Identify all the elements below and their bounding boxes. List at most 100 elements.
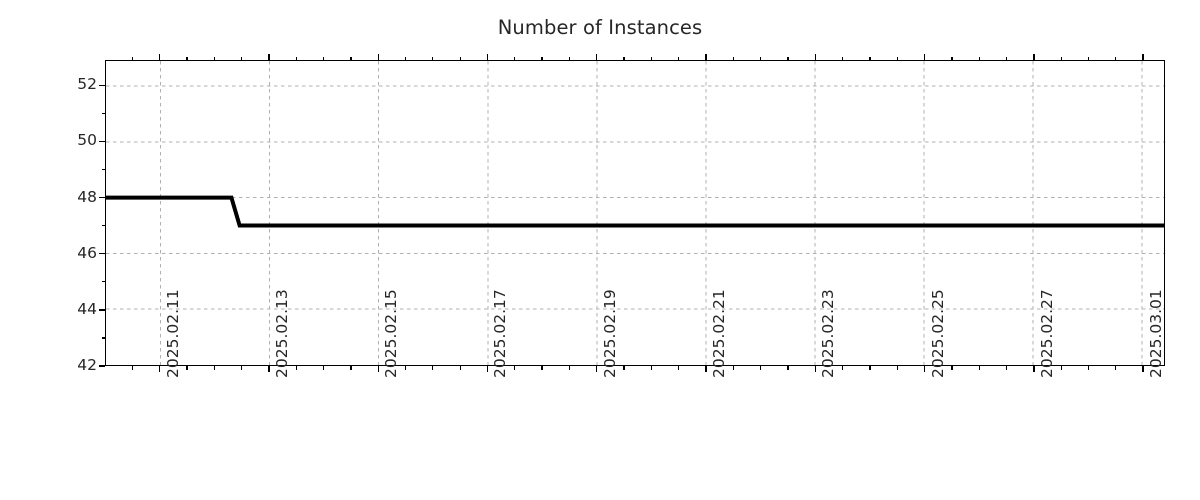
x-axis-minor-tick-top <box>1005 56 1008 60</box>
x-axis-minor-tick-top <box>350 56 352 60</box>
x-axis-minor-tick <box>213 366 215 370</box>
x-axis-tick-label: 2025.02.23 <box>819 289 838 378</box>
y-axis-minor-tick <box>101 168 105 171</box>
x-axis-minor-tick-top <box>1115 56 1117 60</box>
y-axis-tick-label: 48 <box>77 187 97 206</box>
x-axis-minor-tick <box>432 366 434 370</box>
x-axis-tick-label: 2025.02.19 <box>600 289 619 378</box>
x-axis-minor-tick-top <box>1087 56 1090 60</box>
x-axis-tick-label: 2025.02.21 <box>710 289 729 378</box>
x-axis-tick-top <box>596 54 598 60</box>
x-axis-tick-top <box>268 54 270 60</box>
x-axis-minor-tick <box>1087 366 1090 370</box>
y-axis-tick <box>99 309 105 311</box>
x-axis-minor-tick <box>841 366 844 370</box>
x-axis-minor-tick-top <box>732 56 734 60</box>
x-axis-minor-tick-top <box>678 56 680 60</box>
x-axis-minor-tick-top <box>841 56 844 60</box>
x-axis-minor-tick <box>1060 366 1062 370</box>
y-axis-tick <box>99 196 105 199</box>
x-axis-minor-tick-top <box>131 56 133 60</box>
data-series-layer <box>106 61 1164 365</box>
x-axis-tick <box>1033 366 1035 372</box>
x-axis-minor-tick-top <box>404 56 407 60</box>
y-axis-tick-label: 50 <box>77 131 97 150</box>
y-axis-tick-label: 52 <box>77 75 97 94</box>
y-axis-tick <box>99 365 105 367</box>
x-axis-minor-tick <box>295 366 297 370</box>
y-axis-minor-tick <box>101 337 105 339</box>
x-axis-minor-tick <box>760 366 762 370</box>
x-axis-tick <box>377 366 379 372</box>
x-axis-tick-top <box>1142 54 1144 60</box>
y-axis-minor-tick <box>101 281 105 283</box>
x-axis-minor-tick <box>623 366 625 370</box>
y-axis-tick <box>99 84 105 86</box>
x-axis-tick-top <box>158 54 161 60</box>
x-axis-minor-tick <box>459 366 461 370</box>
x-axis-tick <box>486 366 489 372</box>
x-axis-minor-tick <box>322 366 325 370</box>
x-axis-tick-label: 2025.02.11 <box>163 289 182 378</box>
x-axis-tick-label: 2025.02.17 <box>491 289 510 378</box>
x-axis-tick-label: 2025.03.01 <box>1147 289 1166 378</box>
x-axis-minor-tick-top <box>186 56 188 60</box>
y-axis-minor-tick <box>101 112 105 114</box>
x-axis-minor-tick <box>131 366 133 370</box>
x-axis-minor-tick-top <box>240 56 243 60</box>
x-axis-minor-tick <box>1115 366 1117 370</box>
x-axis-minor-tick-top <box>295 56 297 60</box>
gridlines <box>106 61 1164 365</box>
y-axis-tick-labels: 42 44 46 48 50 52 <box>45 0 97 500</box>
x-axis-minor-tick-top <box>541 56 543 60</box>
x-axis-minor-tick-top <box>1060 56 1062 60</box>
x-axis-tick-label: 2025.02.15 <box>382 289 401 378</box>
x-axis-minor-tick-top <box>514 56 516 60</box>
x-axis-minor-tick <box>896 366 898 370</box>
x-axis-minor-tick-top <box>787 56 789 60</box>
x-axis-minor-tick <box>514 366 516 370</box>
x-axis-minor-tick <box>869 366 871 370</box>
x-axis-tick-top <box>705 54 707 60</box>
y-axis-tick <box>99 253 105 255</box>
x-axis-minor-tick-top <box>459 56 461 60</box>
x-axis-minor-tick <box>650 366 653 370</box>
x-axis-tick-label: 2025.02.13 <box>272 289 291 378</box>
x-axis-minor-tick <box>978 366 980 370</box>
x-axis-tick <box>1142 366 1144 372</box>
x-axis-tick-top <box>923 54 926 60</box>
x-axis-minor-tick-top <box>432 56 434 60</box>
x-axis-tick-label: 2025.02.25 <box>928 289 947 378</box>
x-axis-minor-tick <box>951 366 953 370</box>
y-axis-tick-label: 46 <box>77 243 97 262</box>
x-axis-minor-tick-top <box>869 56 871 60</box>
x-axis-tick <box>596 366 598 372</box>
x-axis-minor-tick <box>787 366 789 370</box>
x-axis-minor-tick-top <box>213 56 215 60</box>
x-axis-tick-top <box>377 54 379 60</box>
x-axis-tick <box>268 366 270 372</box>
x-axis-minor-tick-top <box>650 56 653 60</box>
x-axis-tick <box>158 366 161 372</box>
x-axis-minor-tick-top <box>760 56 762 60</box>
x-axis-minor-tick <box>240 366 243 370</box>
x-axis-tick-label: 2025.02.27 <box>1037 289 1056 378</box>
x-axis-tick <box>705 366 707 372</box>
x-axis-tick <box>923 366 926 372</box>
x-axis-minor-tick <box>1005 366 1008 370</box>
x-axis-minor-tick <box>186 366 188 370</box>
x-axis-minor-tick-top <box>951 56 953 60</box>
x-axis-tick-top <box>814 54 816 60</box>
x-axis-tick-top <box>1033 54 1035 60</box>
x-axis-minor-tick <box>732 366 734 370</box>
x-axis-tick-top <box>486 54 489 60</box>
y-axis-tick-label: 44 <box>77 299 97 318</box>
x-axis-tick <box>814 366 816 372</box>
x-axis-minor-tick-top <box>623 56 625 60</box>
chart-title: Number of Instances <box>497 16 703 39</box>
y-axis-minor-tick <box>101 224 105 227</box>
x-axis-minor-tick-top <box>322 56 325 60</box>
x-axis-minor-tick <box>541 366 543 370</box>
